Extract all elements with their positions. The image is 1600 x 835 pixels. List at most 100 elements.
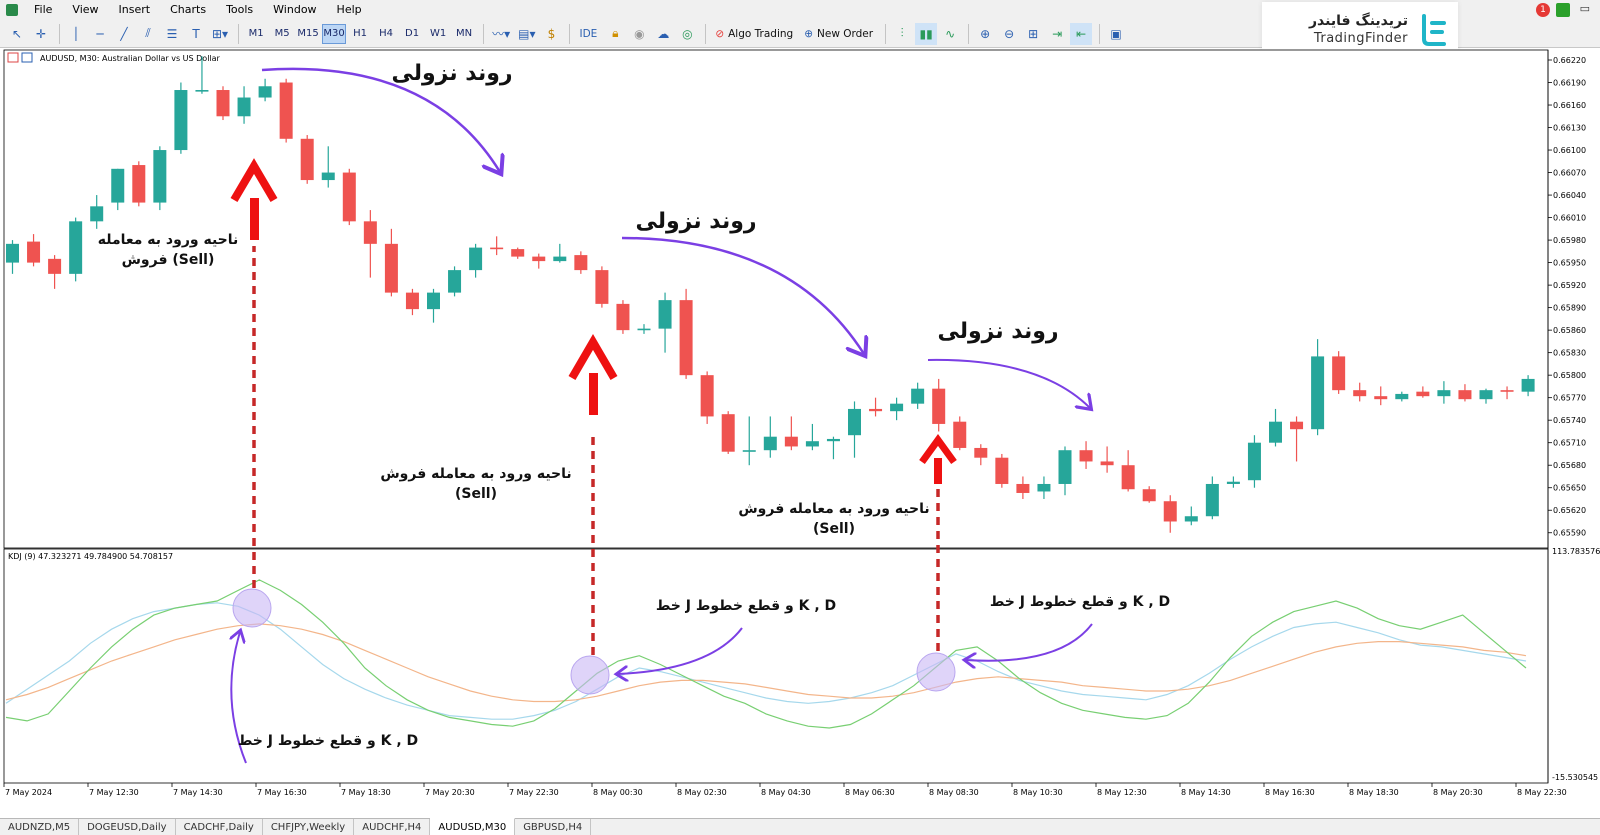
- candle-body: [27, 241, 41, 263]
- tab-audusd-m30[interactable]: AUDUSD,M30: [430, 818, 516, 835]
- time-tick-label: 8 May 00:30: [593, 788, 643, 797]
- timeframe-m5[interactable]: M5: [274, 28, 290, 39]
- status-icon[interactable]: [1556, 3, 1570, 17]
- fibonacci-icon[interactable]: ☰: [166, 26, 178, 41]
- templates-icon[interactable]: ▤▾: [518, 26, 536, 41]
- autoscroll-icon[interactable]: ⇥: [1052, 26, 1063, 41]
- channel-icon[interactable]: ⫽: [145, 26, 151, 40]
- price-tick-label: 0.65920: [1553, 281, 1586, 290]
- price-tick-label: 0.65680: [1553, 461, 1586, 470]
- time-tick-label: 8 May 06:30: [845, 788, 895, 797]
- shapes-icon[interactable]: ⊞▾: [212, 26, 229, 41]
- chart-window[interactable]: AUDUSD, M30: Australian Dollar vs US Dol…: [0, 48, 1600, 818]
- candle-body: [911, 388, 925, 404]
- candle-body: [300, 138, 314, 181]
- menu-help[interactable]: Help: [336, 3, 362, 16]
- menu-charts[interactable]: Charts: [170, 3, 207, 16]
- horizontal-line-icon[interactable]: ─: [96, 26, 104, 41]
- candle-body: [1163, 501, 1177, 522]
- lock-icon[interactable]: 🔒︎: [612, 26, 619, 40]
- timeframe-mn[interactable]: MN: [456, 28, 473, 39]
- vertical-line-icon[interactable]: │: [72, 26, 80, 41]
- chart-type-icon[interactable]: 〰▾: [492, 27, 511, 41]
- time-tick-label: 8 May 20:30: [1433, 788, 1483, 797]
- dollar-icon[interactable]: $: [547, 26, 556, 41]
- sell-zone-label: ناحیه ورود به معامله فروش: [380, 466, 571, 482]
- grid-icon[interactable]: ⊞: [1028, 26, 1039, 41]
- menu-window[interactable]: Window: [273, 3, 317, 16]
- signal-icon[interactable]: ◉: [634, 26, 645, 41]
- candle-body: [1437, 390, 1451, 397]
- screenshot-icon[interactable]: ▣: [1110, 26, 1122, 41]
- timeframe-m30[interactable]: M30: [322, 23, 347, 44]
- cloud-icon[interactable]: ☁: [657, 26, 670, 41]
- trendline-icon[interactable]: ╱: [120, 26, 128, 41]
- candles-icon[interactable]: ▮▮: [915, 22, 938, 45]
- candle-body: [574, 255, 588, 271]
- candle-body: [342, 172, 356, 222]
- tab-audnzd-m5[interactable]: AUDNZD,M5: [0, 819, 80, 835]
- candle-body: [700, 375, 714, 417]
- notification-badge[interactable]: 1: [1536, 3, 1550, 17]
- candle-body: [658, 300, 672, 329]
- menu-tools[interactable]: Tools: [226, 3, 254, 16]
- cross-label: خط J و قطع خطوط K , D: [238, 733, 418, 749]
- chart-shift-icon[interactable]: ⇤: [1070, 22, 1093, 45]
- window-controls-icon[interactable]: ▭: [1579, 2, 1590, 15]
- new-order-button[interactable]: ⊕ New Order: [800, 23, 877, 45]
- tab-cadchf-daily[interactable]: CADCHF,Daily: [176, 819, 263, 835]
- tab-gbpusd-h4[interactable]: GBPUSD,H4: [515, 819, 592, 835]
- candle-body: [595, 270, 609, 304]
- sell-zone-label: (Sell): [455, 486, 497, 502]
- cursor-icon[interactable]: ↖: [11, 26, 23, 41]
- menu-view[interactable]: View: [72, 3, 99, 16]
- market-icon[interactable]: ◎: [682, 26, 693, 41]
- chart-window-icon: [21, 52, 33, 63]
- bar-chart-icon[interactable]: ⫶: [900, 26, 904, 40]
- timeframe-h1[interactable]: H1: [353, 28, 368, 39]
- new-order-icon: ⊕: [804, 27, 813, 40]
- zoom-out-icon[interactable]: ⊖: [1004, 26, 1015, 41]
- price-pane[interactable]: [3, 49, 1549, 549]
- candle-body: [995, 457, 1009, 484]
- indicator-pane[interactable]: [3, 548, 1549, 784]
- algo-trading-button[interactable]: ⊘ Algo Trading: [711, 23, 797, 45]
- tab-chfjpy-weekly[interactable]: CHFJPY,Weekly: [263, 819, 355, 835]
- chart-canvas[interactable]: AUDUSD, M30: Australian Dollar vs US Dol…: [0, 48, 1600, 818]
- text-tool-icon[interactable]: T: [192, 26, 200, 41]
- tab-audchf-h4[interactable]: AUDCHF,H4: [354, 819, 431, 835]
- menu-bar: File View Insert Charts Tools Window Hel…: [0, 0, 1600, 20]
- candle-body: [1311, 356, 1325, 430]
- time-tick-label: 8 May 10:30: [1013, 788, 1063, 797]
- menu-insert[interactable]: Insert: [118, 3, 151, 16]
- candle-body: [321, 172, 335, 181]
- timeframe-m15[interactable]: M15: [297, 28, 319, 39]
- timeframe-m1[interactable]: M1: [248, 28, 264, 39]
- candle-body: [1332, 356, 1346, 391]
- candle-body: [6, 243, 19, 263]
- menu-file[interactable]: File: [34, 3, 53, 16]
- price-tick-label: 0.65620: [1553, 506, 1586, 515]
- sell-zone-label: فروش (Sell): [122, 252, 215, 268]
- time-tick-label: 8 May 02:30: [677, 788, 727, 797]
- tab-dogeusd-daily[interactable]: DOGEUSD,Daily: [79, 819, 176, 835]
- candlestick-series: [6, 56, 1535, 533]
- price-tick-label: 0.65770: [1553, 394, 1586, 403]
- timeframe-w1[interactable]: W1: [429, 28, 447, 39]
- candle-body: [90, 206, 104, 222]
- candle-body: [427, 292, 440, 310]
- candle-body: [784, 436, 798, 447]
- sell-zone-label: ناحیه ورود به معامله: [98, 232, 239, 248]
- candle-body: [1226, 481, 1240, 484]
- line-chart-icon[interactable]: ∿: [945, 26, 956, 41]
- crosshair-icon[interactable]: ✛: [35, 26, 47, 41]
- time-tick-label: 8 May 14:30: [1181, 788, 1231, 797]
- candle-body: [890, 403, 904, 412]
- timeframe-d1[interactable]: D1: [405, 28, 420, 39]
- toolbar-divider: [885, 23, 887, 44]
- zoom-in-icon[interactable]: ⊕: [980, 26, 991, 41]
- timeframe-h4[interactable]: H4: [379, 28, 394, 39]
- ide-button[interactable]: IDE: [579, 27, 598, 40]
- price-tick-label: 0.66040: [1553, 191, 1586, 200]
